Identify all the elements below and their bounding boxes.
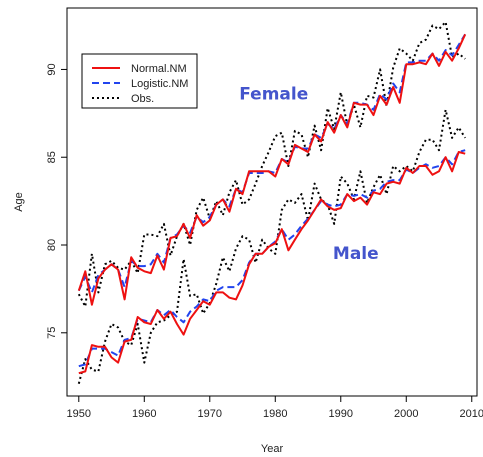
- series-layer: [77, 21, 467, 384]
- y-tick-label: 85: [46, 151, 58, 163]
- y-tick-label: 90: [46, 63, 58, 75]
- series-line-obs-female: [77, 21, 466, 308]
- y-tick-label: 75: [46, 327, 58, 339]
- x-tick-label: 2000: [394, 408, 418, 420]
- x-tick-label: 1960: [132, 408, 156, 420]
- y-axis-title: Age: [13, 192, 25, 212]
- x-tick-label: 1970: [198, 408, 222, 420]
- series-line-normal-nm-male: [78, 151, 466, 375]
- x-tick-label: 1980: [263, 408, 287, 420]
- plot-frame: [66, 7, 478, 397]
- axes: 1950 1960 1970 1980 1990 2000 2010 75 80 85 90: [46, 63, 483, 420]
- x-tick-label: 1990: [329, 408, 353, 420]
- series-line-normal-nm-female: [77, 33, 467, 306]
- series-line-obs-male: [77, 108, 467, 384]
- series-line-logistic-nm-male: [78, 149, 466, 368]
- annotation-male: Male: [333, 244, 379, 264]
- legend-label-obs: Obs.: [131, 93, 154, 105]
- y-tick-label: 80: [46, 239, 58, 251]
- annotation-female: Female: [239, 84, 308, 104]
- series-line-logistic-nm-female: [77, 33, 467, 294]
- legend-box: [81, 53, 198, 109]
- legend-label-logistic: Logistic.NM: [131, 78, 188, 90]
- legend-label-normal: Normal.NM: [131, 63, 187, 75]
- x-tick-label: 1950: [67, 408, 91, 420]
- x-tick-label: 2010: [460, 408, 483, 420]
- x-axis-title: Year: [261, 443, 284, 455]
- legend: Normal.NM Logistic.NM Obs.: [81, 53, 198, 109]
